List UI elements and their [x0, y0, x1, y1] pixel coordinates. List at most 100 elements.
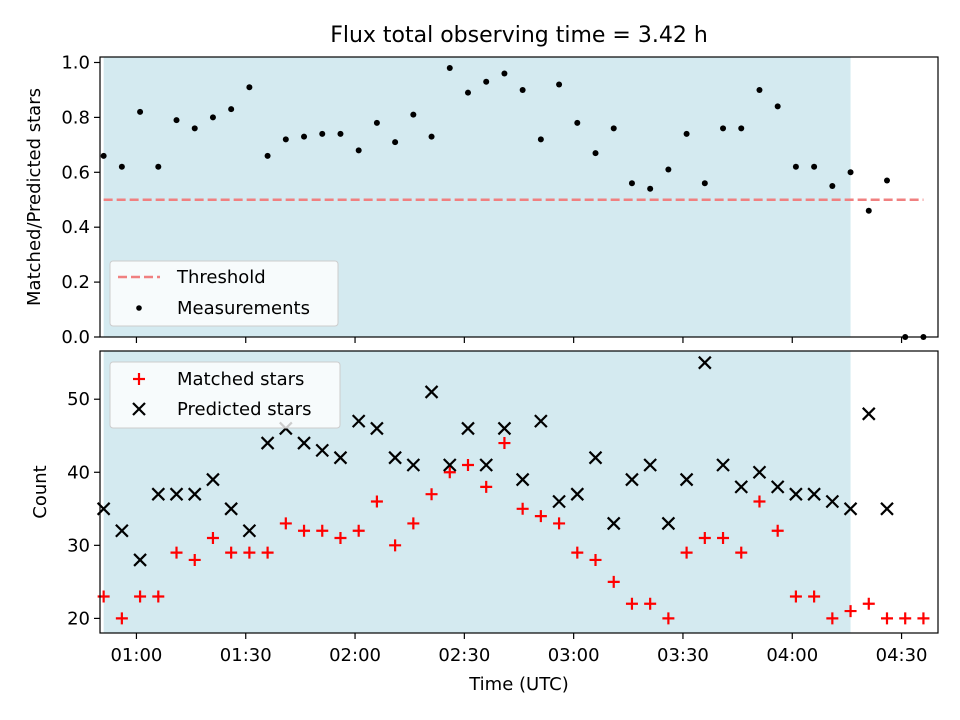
- predicted-star-point: [807, 487, 821, 501]
- measurement-point: [446, 64, 453, 71]
- matched-star-point: [771, 524, 784, 537]
- matched-star-point: [516, 502, 529, 515]
- threshold-legend-label: Threshold: [176, 267, 266, 288]
- measurement-point: [173, 117, 180, 124]
- predicted-star-point: [625, 472, 639, 487]
- matched-star-point: [206, 532, 219, 545]
- matched-star-point: [534, 510, 547, 523]
- measurement-point: [464, 89, 471, 96]
- predicted-star-point: [770, 480, 785, 494]
- predicted-legend-swatch: [132, 402, 146, 416]
- matched-star-point: [698, 532, 711, 545]
- measurement-point: [865, 207, 872, 214]
- predicted-legend-label: Predicted stars: [177, 399, 311, 420]
- measurement-point: [483, 78, 490, 85]
- measurement-point: [592, 150, 599, 157]
- predicted-star-point: [187, 487, 202, 501]
- matched-star-point: [152, 590, 165, 603]
- measurement-point: [501, 70, 508, 77]
- x-tick-label: 04:00: [766, 645, 818, 666]
- bottom-y-axis-label: Count: [30, 465, 51, 518]
- measurement-point: [665, 166, 672, 173]
- top-legend-box: [109, 260, 339, 327]
- matched-star-point: [589, 553, 602, 566]
- y-tick-label: 0.6: [61, 162, 90, 183]
- measurement-point: [392, 139, 399, 146]
- measurement-point: [209, 114, 216, 121]
- measurement-point: [701, 180, 708, 187]
- predicted-star-point: [315, 443, 330, 458]
- top-panel: 0.0 0.2 0.4 0.6 0.8 1.0 Matched/Predicted sta…: [24, 52, 939, 348]
- predicted-star-point: [661, 516, 676, 531]
- matched-star-point: [425, 488, 438, 501]
- predicted-star-point: [370, 421, 384, 436]
- matched-star-point: [352, 524, 365, 537]
- predicted-star-point: [133, 553, 147, 567]
- matched-star-point: [644, 597, 657, 610]
- x-tick-label: 04:30: [876, 645, 928, 666]
- bottom-panel: 20 30 40 50 01:00 01:30 02:00 02:30 03:00 03:30 0…: [30, 350, 939, 695]
- measurement-point: [319, 130, 326, 137]
- measurement-point: [373, 119, 380, 126]
- matched-star-point: [844, 605, 857, 618]
- y-tick-label: 1.0: [61, 52, 90, 73]
- x-tick-label: 01:00: [110, 645, 162, 666]
- predicted-star-point: [406, 458, 421, 472]
- y-tick-label: 30: [67, 535, 90, 556]
- x-tick-label: 03:30: [657, 645, 709, 666]
- measurement-point: [301, 133, 308, 140]
- figure-title: Flux total observing time = 3.42 h: [330, 23, 708, 48]
- measurement-point: [537, 136, 544, 143]
- measurement-point: [556, 81, 563, 88]
- matched-star-point: [115, 612, 128, 625]
- measurement-point: [355, 147, 362, 154]
- predicted-star-point: [552, 494, 566, 509]
- measurement-point: [756, 86, 763, 93]
- predicted-star-point: [479, 458, 493, 472]
- predicted-star-point: [570, 487, 585, 501]
- bottom-legend-box: [109, 361, 341, 429]
- predicted-star-point: [461, 421, 475, 436]
- predicted-star-point: [224, 502, 238, 516]
- predicted-star-point: [351, 414, 366, 428]
- matched-star-point: [498, 437, 511, 450]
- matched-star-point: [862, 597, 875, 610]
- measurement-point: [246, 84, 253, 91]
- matched-star-point: [735, 546, 748, 559]
- predicted-star-point: [206, 472, 220, 487]
- predicted-star-point: [752, 465, 767, 480]
- predicted-star-point: [789, 487, 803, 501]
- predicted-star-point: [297, 436, 311, 450]
- matched-star-point: [553, 517, 566, 530]
- bottom-plot-frame: [99, 350, 939, 634]
- matched-star-point: [917, 612, 930, 625]
- measurement-point: [683, 130, 690, 137]
- predicted-star-point: [151, 487, 166, 501]
- measurements-legend-label: Measurements: [177, 298, 310, 319]
- matched-star-point: [334, 532, 347, 545]
- matched-star-point: [316, 524, 329, 537]
- measurement-point: [264, 152, 271, 159]
- x-tick-label: 01:30: [220, 645, 272, 666]
- predicted-star-point: [880, 502, 894, 516]
- measurement-point: [155, 163, 162, 170]
- predicted-star-point: [260, 436, 275, 450]
- matched-star-point: [188, 553, 201, 566]
- predicted-star-point: [643, 458, 657, 472]
- predicted-star-point: [843, 502, 858, 516]
- y-tick-label: 0.2: [61, 272, 90, 293]
- y-tick-label: 20: [67, 608, 90, 629]
- matched-star-point: [808, 590, 821, 603]
- matched-star-point: [298, 524, 311, 537]
- measurement-point: [228, 106, 235, 113]
- matched-star-point: [370, 495, 383, 508]
- predicted-star-point: [242, 523, 257, 538]
- predicted-star-point: [333, 450, 348, 465]
- measurement-point: [428, 133, 435, 140]
- measurement-point: [519, 86, 526, 93]
- measurement-point: [847, 169, 854, 176]
- measurements-legend-swatch: [136, 305, 142, 311]
- predicted-star-point: [698, 355, 712, 370]
- matched-star-point: [789, 590, 802, 603]
